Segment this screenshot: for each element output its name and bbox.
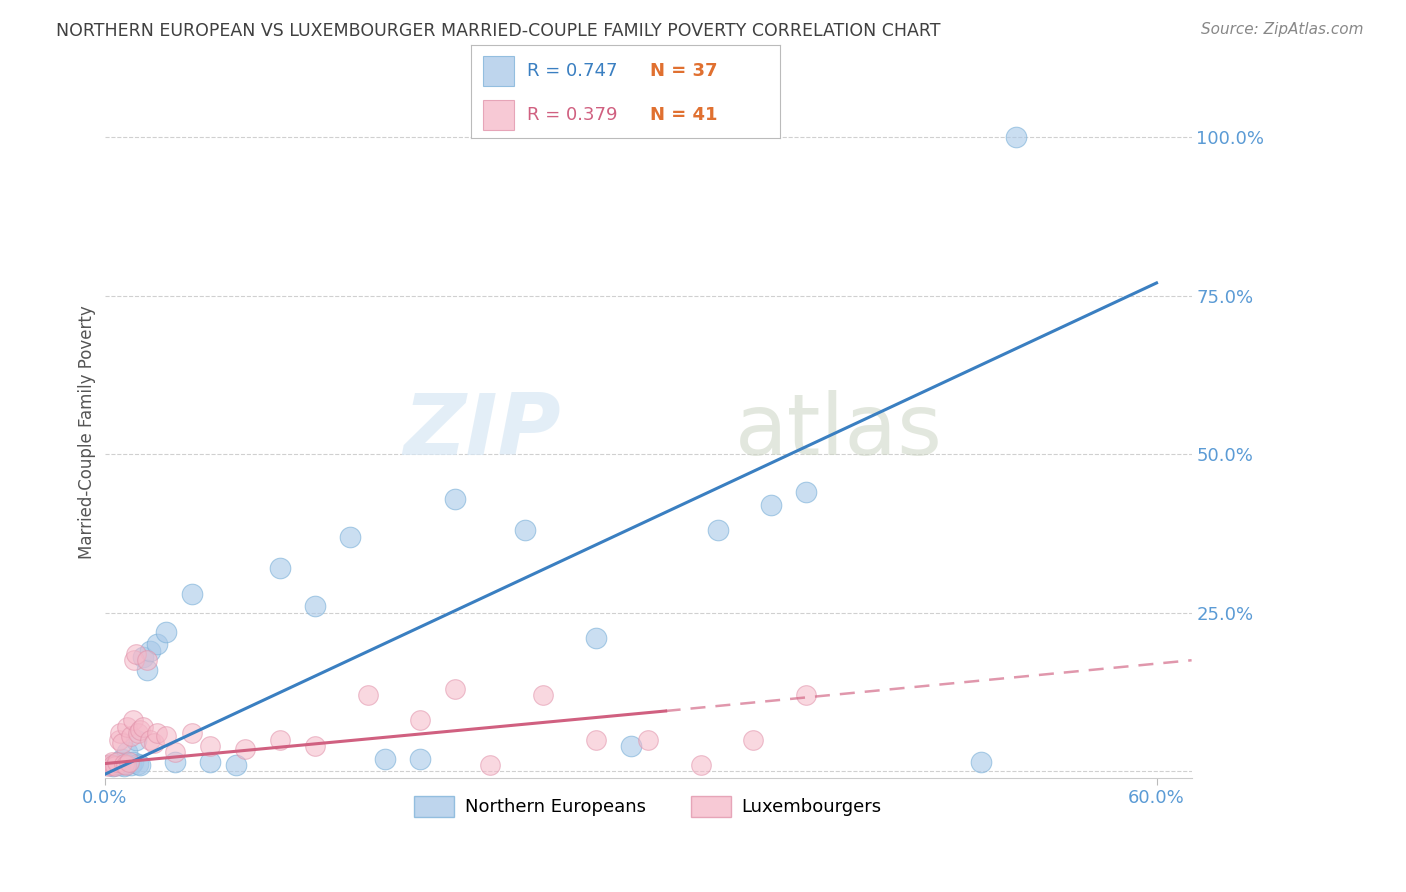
Point bbox=[146, 726, 169, 740]
Text: R = 0.747: R = 0.747 bbox=[527, 62, 617, 79]
Point bbox=[269, 732, 291, 747]
Point bbox=[120, 729, 142, 743]
Y-axis label: Married-Couple Family Poverty: Married-Couple Family Poverty bbox=[79, 305, 96, 558]
Point bbox=[304, 599, 326, 614]
Point bbox=[110, 757, 132, 772]
Point bbox=[233, 742, 256, 756]
Point bbox=[112, 759, 135, 773]
Point bbox=[637, 732, 659, 747]
Point bbox=[103, 759, 125, 773]
Point bbox=[100, 755, 122, 769]
FancyBboxPatch shape bbox=[484, 100, 515, 130]
Point bbox=[98, 756, 121, 771]
Point bbox=[356, 688, 378, 702]
Text: Source: ZipAtlas.com: Source: ZipAtlas.com bbox=[1201, 22, 1364, 37]
Point bbox=[112, 756, 135, 771]
Point bbox=[124, 653, 146, 667]
Point bbox=[135, 663, 157, 677]
Point bbox=[794, 485, 817, 500]
Point bbox=[269, 561, 291, 575]
Point bbox=[163, 745, 186, 759]
Point bbox=[118, 755, 141, 769]
Point bbox=[132, 650, 155, 665]
Point bbox=[142, 736, 165, 750]
Point bbox=[409, 714, 432, 728]
Point bbox=[128, 757, 150, 772]
Text: ZIP: ZIP bbox=[404, 391, 561, 474]
Point bbox=[111, 751, 134, 765]
Point bbox=[107, 755, 129, 769]
Point bbox=[107, 732, 129, 747]
Point bbox=[104, 759, 127, 773]
Point bbox=[181, 587, 204, 601]
Point bbox=[479, 757, 502, 772]
Point bbox=[105, 755, 128, 769]
Point bbox=[444, 681, 467, 696]
Point bbox=[121, 714, 143, 728]
Point bbox=[127, 726, 149, 740]
Point bbox=[110, 726, 132, 740]
Point bbox=[139, 732, 162, 747]
Point bbox=[98, 757, 121, 772]
Text: R = 0.379: R = 0.379 bbox=[527, 106, 617, 124]
Text: N = 41: N = 41 bbox=[651, 106, 718, 124]
Point bbox=[105, 756, 128, 771]
Point bbox=[225, 757, 247, 772]
Point bbox=[585, 631, 607, 645]
Point bbox=[707, 523, 730, 537]
Point bbox=[97, 759, 120, 773]
Point bbox=[374, 751, 396, 765]
Point bbox=[128, 723, 150, 737]
Point bbox=[304, 739, 326, 753]
Point bbox=[146, 637, 169, 651]
Point bbox=[198, 755, 221, 769]
Point bbox=[114, 756, 136, 771]
Point bbox=[409, 751, 432, 765]
Point bbox=[125, 732, 148, 747]
Point bbox=[117, 745, 139, 759]
Point bbox=[127, 756, 149, 771]
Point bbox=[155, 624, 177, 639]
Point bbox=[120, 757, 142, 772]
Point bbox=[181, 726, 204, 740]
Point bbox=[163, 755, 186, 769]
Text: NORTHERN EUROPEAN VS LUXEMBOURGER MARRIED-COUPLE FAMILY POVERTY CORRELATION CHAR: NORTHERN EUROPEAN VS LUXEMBOURGER MARRIE… bbox=[56, 22, 941, 40]
Point bbox=[759, 498, 782, 512]
Point bbox=[444, 491, 467, 506]
Point bbox=[742, 732, 765, 747]
Point bbox=[1005, 130, 1028, 145]
Point bbox=[117, 720, 139, 734]
Point bbox=[198, 739, 221, 753]
Point bbox=[155, 729, 177, 743]
Point bbox=[111, 736, 134, 750]
Point bbox=[125, 647, 148, 661]
Point bbox=[619, 739, 641, 753]
Point bbox=[339, 530, 361, 544]
Point bbox=[585, 732, 607, 747]
Point bbox=[135, 653, 157, 667]
Point bbox=[132, 720, 155, 734]
Point bbox=[531, 688, 554, 702]
Point bbox=[794, 688, 817, 702]
Point bbox=[515, 523, 537, 537]
Legend: Northern Europeans, Luxembourgers: Northern Europeans, Luxembourgers bbox=[408, 789, 889, 824]
Point bbox=[689, 757, 711, 772]
FancyBboxPatch shape bbox=[484, 56, 515, 86]
Point bbox=[970, 755, 993, 769]
Text: N = 37: N = 37 bbox=[651, 62, 718, 79]
Point bbox=[114, 757, 136, 772]
Point bbox=[121, 755, 143, 769]
Point bbox=[139, 644, 162, 658]
Point bbox=[103, 757, 125, 772]
Text: atlas: atlas bbox=[735, 391, 943, 474]
